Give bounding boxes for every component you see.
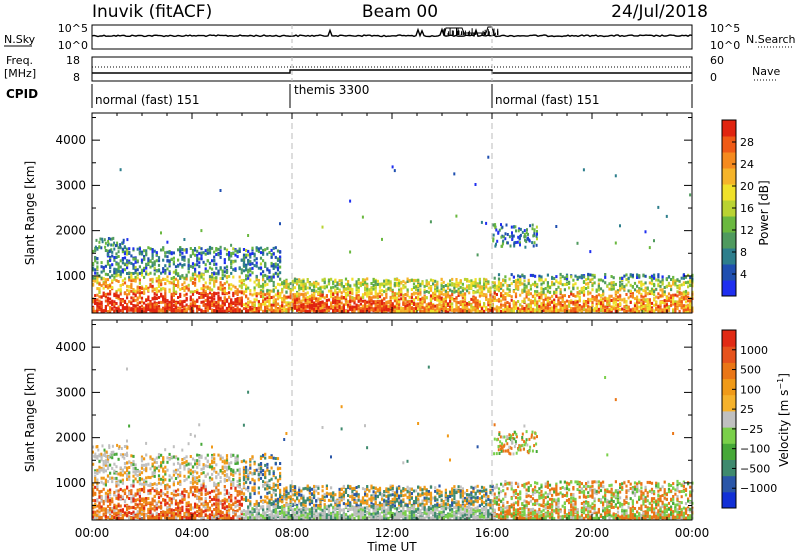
nsky-tick-bottom: 10^0: [58, 39, 88, 52]
cpid-segment-2: themis 3300: [294, 83, 369, 97]
time-tick-label: 00:00: [675, 526, 710, 540]
nsearch-tick-top: 10^5: [710, 22, 740, 35]
freq-trace: [92, 57, 692, 81]
colorbar-swatch: [722, 280, 736, 297]
colorbar-tick-label: 500: [740, 364, 761, 377]
freq-label: Freq.: [6, 54, 33, 67]
colorbar-tick-label: 20: [740, 180, 754, 193]
freq-tick-bottom: 8: [73, 71, 80, 84]
colorbar-swatch: [722, 475, 736, 493]
colorbar-tick-label: 100: [740, 383, 761, 396]
time-tick-label: 00:00: [75, 526, 110, 540]
nsearch-tick-bottom: 10^0: [710, 39, 740, 52]
colorbar-tick-label: −1000: [740, 482, 777, 495]
colorbar-swatch: [722, 362, 736, 380]
colorbar-swatch: [722, 232, 736, 249]
station-title: Inuvik (fitACF): [92, 2, 212, 22]
time-tick-label: 12:00: [375, 526, 410, 540]
cpid-label: CPID: [6, 87, 38, 101]
nsearch-label: N.Search: [746, 33, 796, 46]
freq-unit: [MHz]: [4, 67, 36, 80]
range-tick-label: 4000: [55, 133, 86, 147]
colorbar-swatch: [722, 200, 736, 217]
colorbar-tick-label: −500: [740, 462, 770, 475]
nave-tick-top: 60: [710, 54, 724, 67]
cpid-segment-3: normal (fast) 151: [495, 93, 599, 107]
colorbar-swatch: [722, 120, 736, 137]
colorbar-tick-label: 12: [740, 224, 754, 237]
range-tick-label: 4000: [55, 340, 86, 354]
colorbar-swatch: [722, 410, 736, 428]
colorbar-swatch: [722, 136, 736, 153]
colorbar-swatch: [722, 378, 736, 396]
time-tick-label: 20:00: [575, 526, 610, 540]
colorbar-swatch: [722, 491, 736, 509]
colorbar-swatch: [722, 330, 736, 347]
range-tick-label: 1000: [55, 269, 86, 283]
freq-panel: Freq. [MHz] 18 8 60 0 Nave: [4, 54, 780, 84]
colorbar-swatch: [722, 168, 736, 185]
time-axis: 00:00 04:00 08:00 12:00 16:00 20:00 00:00: [75, 526, 710, 540]
nave-label: Nave: [752, 65, 780, 78]
colorbar-swatch: [722, 216, 736, 233]
colorbar-swatch: [722, 459, 736, 477]
nsky-tick-top: 10^5: [58, 22, 88, 35]
power-colorbar-label: Power [dB]: [757, 180, 771, 245]
time-axis-label: Time UT: [366, 540, 417, 554]
colorbar-swatch: [722, 248, 736, 265]
colorbar-tick-label: 4: [740, 268, 747, 281]
nsky-trace: [91, 25, 693, 49]
velocity-panel: 1000 2000 3000 4000 Slant Range [km] 1000 50…: [23, 319, 791, 554]
range-tick-label: 3000: [55, 178, 86, 192]
beam-title: Beam 00: [362, 2, 438, 22]
velocity-colorbar-label: Velocity [m s−1]: [776, 373, 791, 467]
colorbar-swatch: [722, 346, 736, 363]
time-tick-label: 04:00: [175, 526, 210, 540]
cpid-segment-1: normal (fast) 151: [95, 93, 199, 107]
nave-tick-bottom: 0: [710, 71, 717, 84]
range-tick-label: 2000: [55, 431, 86, 445]
power-colorbar: 4 8 12 16 20 24 28: [721, 119, 754, 297]
range-tick-label: 3000: [55, 385, 86, 399]
cpid-row: CPID normal (fast) 151 themis 3300 norma…: [6, 83, 693, 108]
colorbar-tick-label: 25: [740, 403, 754, 416]
colorbar-tick-label: 8: [740, 246, 747, 259]
nsky-panel: N.Sky 10^5 10^0 10^5 10^0 N.Search: [4, 22, 796, 52]
velocity-colorbar: 1000 500 100 25 −25 −100 −500 −1000: [721, 329, 777, 509]
range-tick-label: 1000: [55, 476, 86, 490]
colorbar-swatch: [722, 264, 736, 281]
colorbar-tick-label: 16: [740, 202, 754, 215]
freq-tick-top: 18: [66, 54, 80, 67]
colorbar-swatch: [722, 184, 736, 201]
colorbar-swatch: [722, 394, 736, 412]
date-title: 24/Jul/2018: [611, 2, 708, 22]
velocity-data: [92, 365, 694, 520]
velocity-ylabel: Slant Range [km]: [23, 368, 37, 472]
colorbar-tick-label: 28: [740, 136, 754, 149]
power-frame: [91, 112, 693, 314]
power-panel: 1000 2000 3000 4000 Slant Range [km] 4 8 12 16…: [23, 112, 771, 314]
colorbar-tick-label: −25: [740, 423, 763, 436]
colorbar-tick-label: 24: [740, 158, 754, 171]
nsky-label: N.Sky: [4, 33, 36, 46]
colorbar-tick-label: −100: [740, 443, 770, 456]
colorbar-swatch: [722, 427, 736, 444]
time-tick-label: 08:00: [275, 526, 310, 540]
time-tick-label: 16:00: [475, 526, 510, 540]
power-ylabel: Slant Range [km]: [23, 161, 37, 265]
power-data: [92, 155, 694, 313]
colorbar-tick-label: 1000: [740, 344, 768, 357]
range-tick-label: 2000: [55, 224, 86, 238]
colorbar-swatch: [722, 152, 736, 169]
colorbar-swatch: [722, 443, 736, 460]
